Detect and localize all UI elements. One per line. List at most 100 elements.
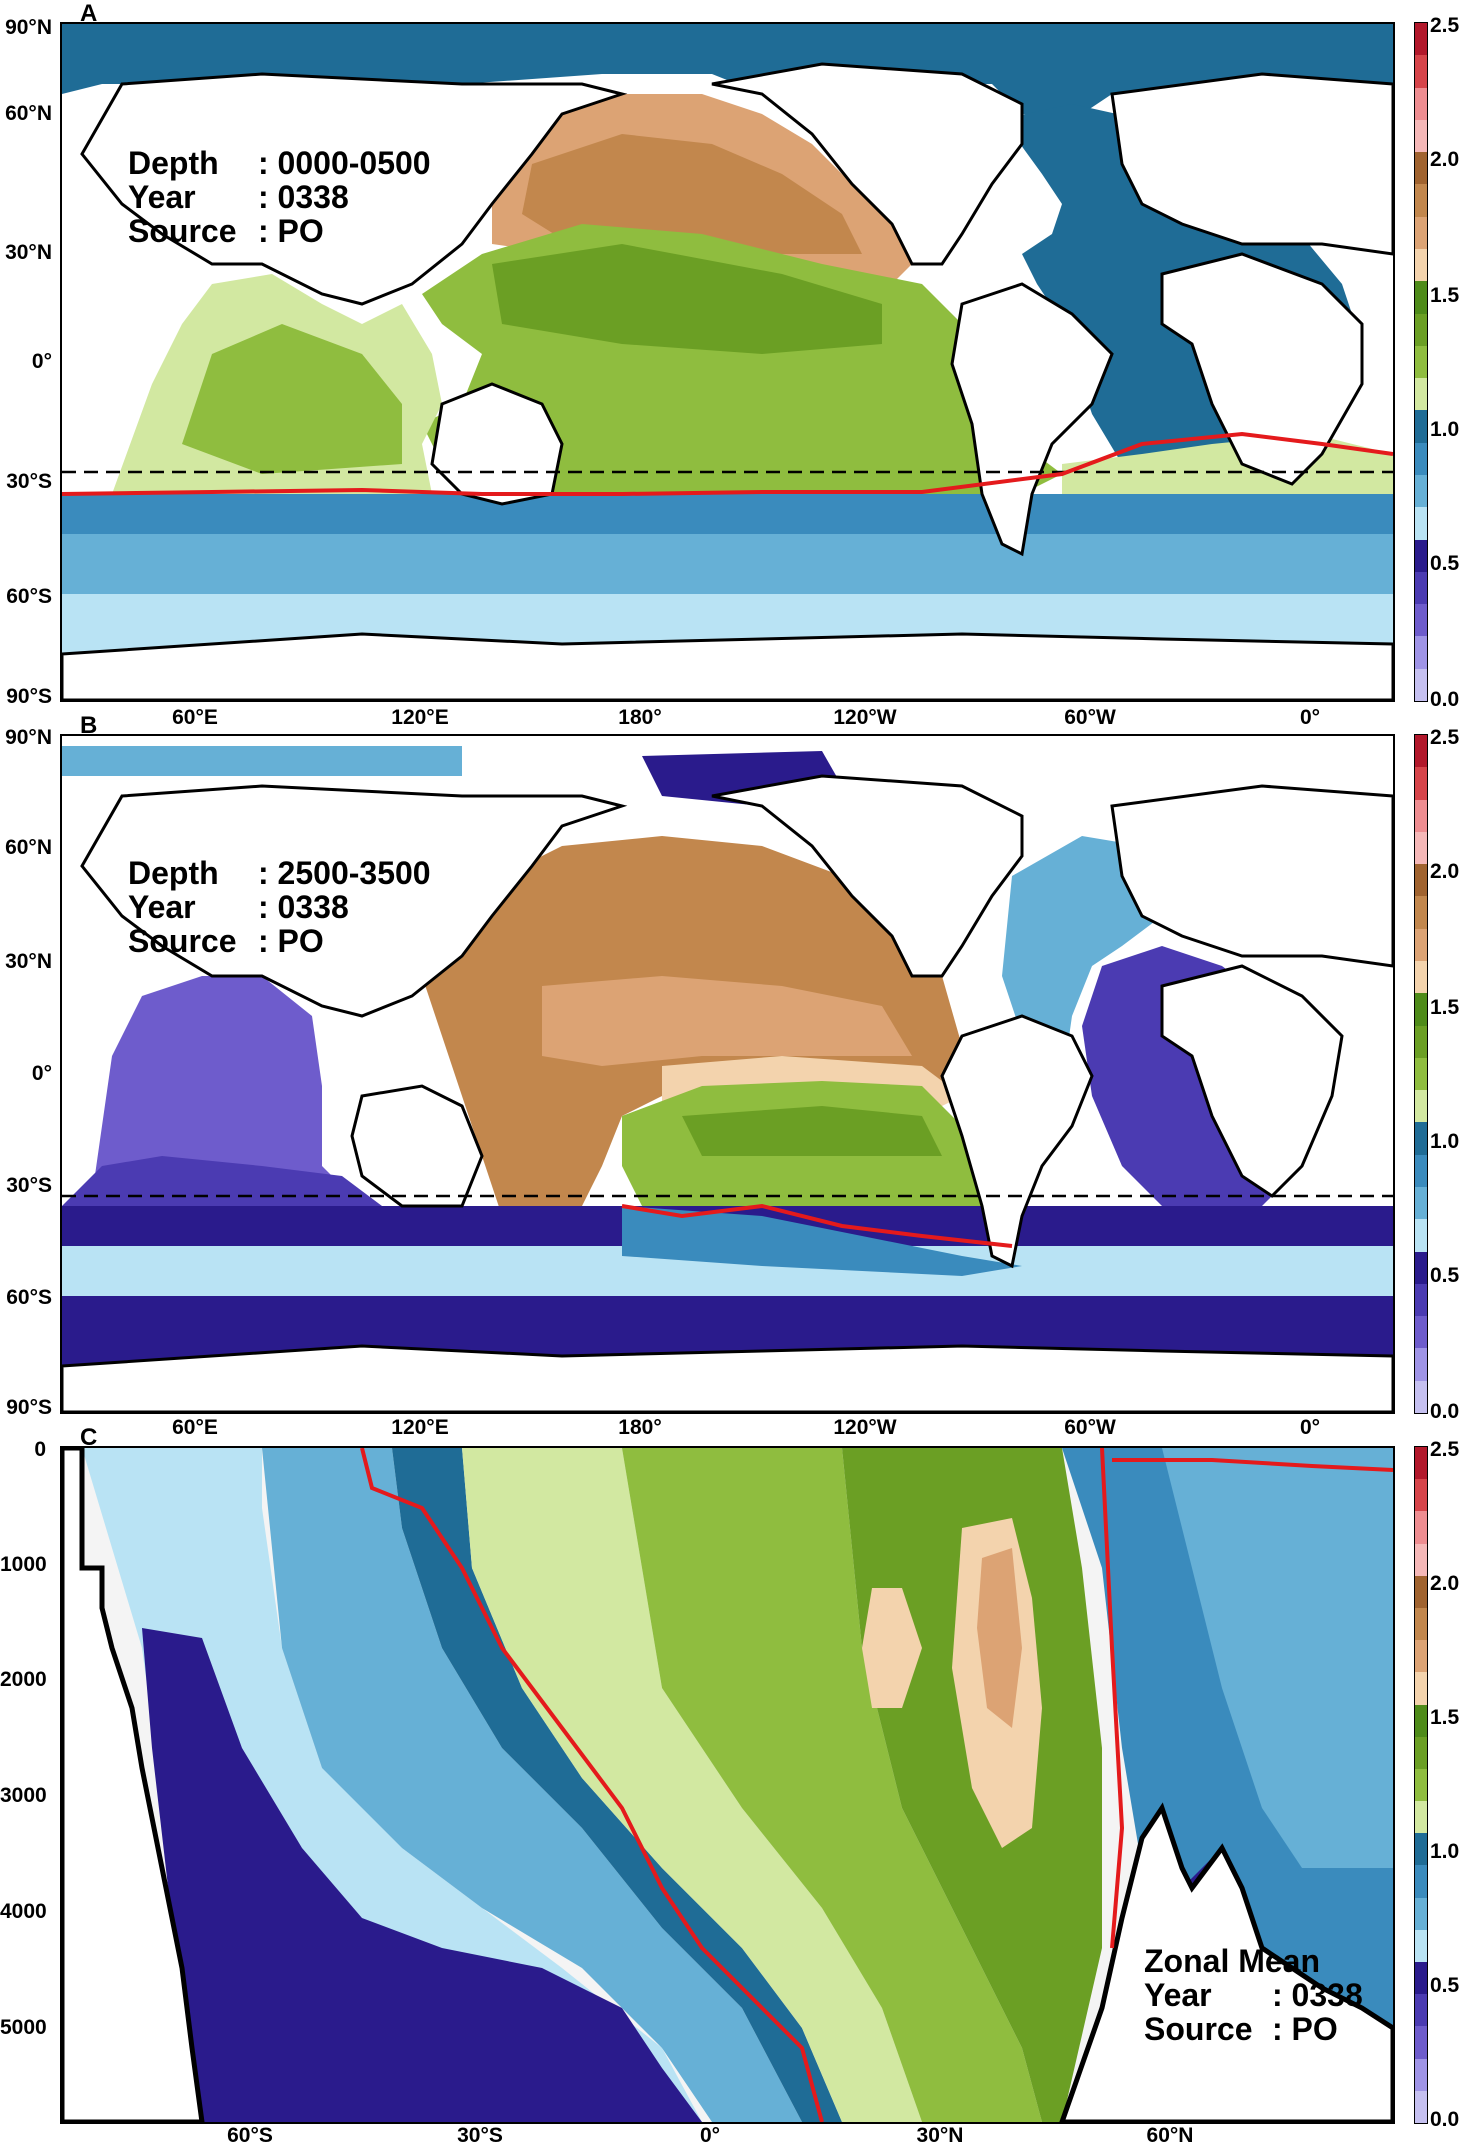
indian-ocean-inner [182,324,402,474]
year-value: : 0338 [258,179,349,215]
colorbar-swatch [1415,636,1427,669]
panel-a-colorbar-tick: 1.5 [1430,284,1460,307]
panel-b-lat-label: 60°S [6,1286,52,1309]
red-contour-north [1100,1448,1125,1949]
band-dark-blue [392,1448,842,2122]
panel-a-lon-label: 0° [1299,706,1321,729]
panel-c-lat-label: 30°N [916,2124,964,2147]
year-key: Year [128,179,196,215]
colorbar-swatch [1415,1833,1427,1866]
arctic-blue-patch [62,746,462,776]
south-pacific-green-core [682,1106,942,1156]
colorbar-swatch [1415,1380,1427,1413]
colorbar-swatch [1415,1736,1427,1769]
panel-c-colorbar-tick: 0.0 [1430,2108,1460,2131]
panel-b-lon-label: 60°W [1064,1416,1116,1439]
indian-ocean-deep [62,1156,382,1206]
tan-core-inner [977,1548,1022,1728]
colorbar-swatch [1415,1672,1427,1705]
source-key: Source [128,213,237,249]
red-contour [360,1448,824,2122]
panel-a-colorbar-tick: 2.0 [1430,148,1460,171]
colorbar-swatch [1415,1768,1427,1802]
panel-b-info-box: Depth: 2500-3500 Year: 0338 Source: PO [128,856,431,958]
panel-a-lon-label: 180° [618,706,662,729]
north-pacific-inner [522,134,862,254]
colorbar-swatch [1415,1994,1427,2027]
year-value: : 0338 [1272,1977,1363,2013]
panel-c-title: Zonal Mean [1144,1943,1321,1979]
colorbar-swatch [1415,1122,1427,1155]
colorbar-swatch [1415,668,1427,701]
panel-b-lon-label: 120°E [391,1416,449,1439]
europe-africa-north [1110,784,1393,968]
panel-b-lat-label: 90°N [5,726,52,749]
panel-c-lat-label: 60°S [227,2124,273,2147]
arctic-ocean [62,24,1393,114]
panel-c-colorbar-tick: 2.0 [1430,1572,1460,1595]
band-pale-green [462,1448,922,2122]
colorbar-swatch [1415,1511,1427,1544]
panel-b-map [60,734,1395,1414]
north-america [711,62,1024,266]
colorbar-swatch [1415,2090,1427,2123]
panel-a-letter: A [80,0,98,27]
colorbar-swatch [1415,345,1427,379]
panel-a-colorbar-tick: 0.0 [1430,688,1460,711]
panel-c-depth-label: 0 [34,1438,46,1461]
panel-a-colorbar-tick: 2.5 [1430,14,1460,37]
colorbar-swatch [1415,799,1427,832]
panel-c-colorbar-tick: 2.5 [1430,1438,1460,1461]
colorbar-swatch [1415,864,1427,897]
colorbar-swatch [1415,1447,1427,1480]
red-contour [62,431,1393,496]
pacific-green-core [492,244,882,354]
panel-a-colorbar [1414,22,1428,702]
panel-b-lon-label: 180° [618,1416,662,1439]
panel-b-lat-label: 0° [31,1062,52,1085]
antarctica [62,1344,1393,1412]
panel-c-depth-label: 3000 [0,1784,47,1807]
red-contour [621,1203,1013,1248]
band-deep-purple [142,1628,702,2122]
panel-c-colorbar [1414,1446,1428,2124]
colorbar-swatch [1415,604,1427,637]
colorbar-swatch [1415,152,1427,185]
depth-key: Depth [128,855,219,891]
colorbar-swatch [1415,1025,1427,1058]
southern-band-light [62,1246,1393,1296]
colorbar-swatch [1415,55,1427,88]
band-mid-green [622,1448,1042,2122]
pacific-light-brown [542,976,912,1066]
source-value: : PO [258,923,324,959]
colorbar-swatch [1415,539,1427,572]
colorbar-swatch [1415,474,1427,508]
panel-a-lat-label: 90°N [5,16,52,39]
colorbar-swatch [1415,119,1427,153]
band-mid-blue [262,1448,802,2122]
south-america [950,282,1114,557]
africa [1160,964,1344,1198]
colorbar-swatch [1415,1929,1427,1962]
colorbar-swatch [1415,1801,1427,1834]
africa [1160,252,1364,486]
colorbar-swatch [1415,1251,1427,1284]
panel-c-lat-label: 60°N [1146,2124,1194,2147]
year-key: Year [1144,1977,1212,2013]
colorbar-swatch [1415,216,1427,249]
colorbar-swatch [1415,1219,1427,1252]
colorbar-swatch [1415,1865,1427,1898]
colorbar-swatch [1415,1283,1427,1317]
southern-ocean-mid [62,534,1393,594]
colorbar-swatch [1415,2058,1427,2091]
bathymetry-north [1059,1802,1393,2122]
source-value: : PO [1272,2011,1338,2047]
colorbar-swatch [1415,507,1427,540]
panel-a-lat-label: 60°N [5,102,52,125]
colorbar-swatch [1415,2026,1427,2059]
panel-b-colorbar [1414,734,1428,1414]
panel-c-info-box: Zonal Mean Year: 0338 Source: PO [1144,1944,1363,2046]
colorbar-swatch [1415,184,1427,217]
panel-a-lat-label: 90°S [6,685,52,708]
panel-b-lat-label: 90°S [6,1396,52,1419]
